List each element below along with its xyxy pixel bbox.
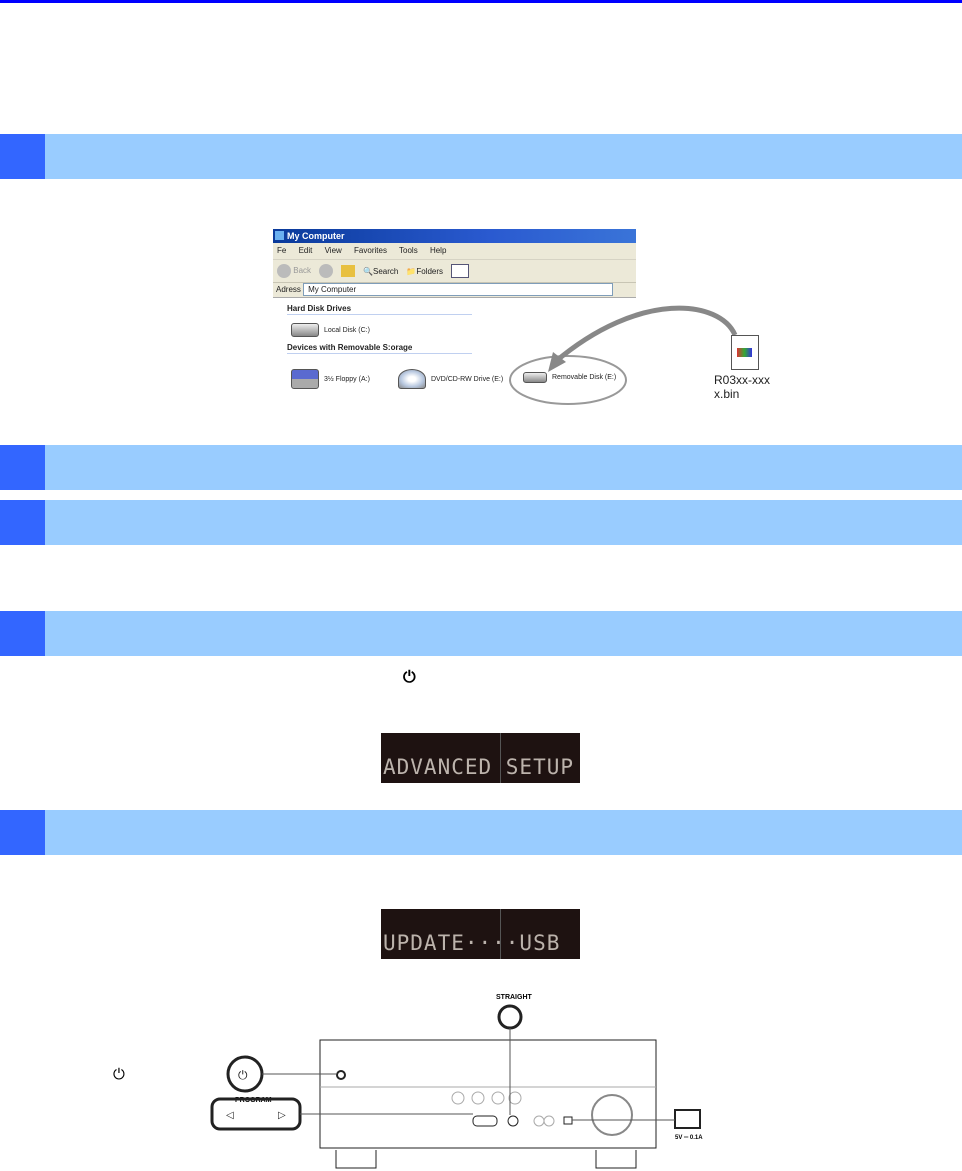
display-text: ADVANCED SETUP: [383, 755, 575, 779]
dvd-icon: [398, 369, 426, 389]
hard-disk-icon: [291, 323, 319, 337]
folders-button[interactable]: 📁Folders: [406, 266, 444, 276]
step-bar-2: [0, 445, 962, 490]
menu-favorites[interactable]: Favorites: [354, 246, 387, 255]
power-icon: ⏻: [113, 1066, 125, 1083]
up-folder-icon[interactable]: [341, 265, 356, 277]
drive-label: 3½ Floppy (A:): [324, 375, 370, 383]
usb-panel-port[interactable]: [563, 1116, 573, 1125]
drive-local-disk[interactable]: Local Disk (C:): [291, 323, 370, 337]
highlight-ellipse: [509, 355, 627, 405]
straight-button[interactable]: [497, 1004, 523, 1030]
step-number-box: [0, 134, 45, 179]
floppy-icon: [291, 369, 319, 389]
straight-label: STRAIGHT: [496, 994, 532, 1001]
menu-file[interactable]: Fe: [277, 246, 287, 255]
front-display-advanced-setup: ADVANCED SETUP: [381, 733, 580, 783]
step-bar-4: [0, 611, 962, 656]
group-hard-disk-drives: Hard Disk Drives: [287, 304, 472, 315]
step-bar-5: [0, 810, 962, 855]
back-arrow-icon: [277, 264, 291, 278]
svg-text:▷: ▷: [278, 1110, 286, 1121]
receiver-body: [319, 1039, 657, 1149]
drive-floppy[interactable]: 3½ Floppy (A:): [291, 369, 370, 389]
top-rule: [0, 0, 962, 3]
search-label: Search: [373, 266, 399, 276]
step-bar-1: [0, 134, 962, 179]
volume-knob[interactable]: [591, 1094, 633, 1136]
front-display-update-usb: UPDATE····USB: [381, 909, 580, 959]
program-panel-button[interactable]: [472, 1115, 498, 1127]
folders-label: Folders: [416, 266, 444, 276]
address-field[interactable]: My Computer: [303, 283, 614, 296]
step-number-box: [0, 445, 45, 490]
usb-rating-label: 5V ═ 0.1A: [675, 1135, 703, 1141]
address-bar: Adress My Computer: [273, 283, 636, 298]
removable-disk-icon: [523, 372, 547, 383]
menu-bar: Fe Edit View Favorites Tools Help: [273, 243, 636, 260]
drive-dvd[interactable]: DVD/CD-RW Drive (E:): [398, 369, 503, 389]
back-button[interactable]: Back: [277, 264, 311, 278]
views-button[interactable]: [451, 264, 470, 278]
file-name: R03xx-xxxx.bin: [714, 373, 771, 401]
svg-text:◁: ◁: [226, 1110, 234, 1121]
display-text: UPDATE····USB: [383, 931, 561, 955]
back-label: Back: [293, 266, 312, 276]
usb-port[interactable]: [674, 1109, 701, 1129]
step-number-box: [0, 500, 45, 545]
window-title: My Computer: [287, 231, 345, 241]
arrow-head: [548, 352, 566, 372]
copy-arrow: [553, 305, 738, 364]
step-number-box: [0, 810, 45, 855]
group-removable-storage: Devices with Removable S:orage: [287, 343, 472, 354]
file-bin-icon: [731, 335, 759, 370]
receiver-diagram: ◁ ▷ ⏻: [210, 1004, 701, 1169]
power-icon: ⏻: [403, 669, 416, 686]
my-computer-window: My Computer Fe Edit View Favorites Tools…: [273, 229, 636, 421]
computer-icon: [275, 231, 284, 240]
drive-label: Removable Disk (E:): [552, 374, 617, 381]
menu-help[interactable]: Help: [429, 246, 447, 255]
power-panel-button[interactable]: [336, 1070, 346, 1080]
address-value: My Computer: [308, 285, 357, 294]
address-label: Adress: [276, 285, 301, 294]
straight-panel-button[interactable]: [507, 1115, 519, 1127]
forward-button[interactable]: [319, 264, 334, 278]
drive-label: DVD/CD-RW Drive (E:): [431, 375, 504, 383]
search-button[interactable]: 🔍Search: [363, 266, 399, 276]
menu-tools[interactable]: Tools: [399, 246, 418, 255]
firmware-file[interactable]: R03xx-xxxx.bin: [705, 335, 785, 401]
toolbar: Back 🔍Search 📁Folders: [273, 260, 636, 283]
step-number-box: [0, 611, 45, 656]
receiver-feet: [335, 1150, 637, 1169]
window-title-bar: My Computer: [273, 229, 636, 243]
drive-removable[interactable]: Removable Disk (E:): [523, 372, 616, 383]
menu-view[interactable]: View: [324, 246, 342, 255]
drive-label: Local Disk (C:): [324, 326, 370, 334]
menu-edit[interactable]: Edit: [298, 246, 313, 255]
step-bar-3: [0, 500, 962, 545]
power-button-icon: ⏻: [238, 1068, 248, 1082]
